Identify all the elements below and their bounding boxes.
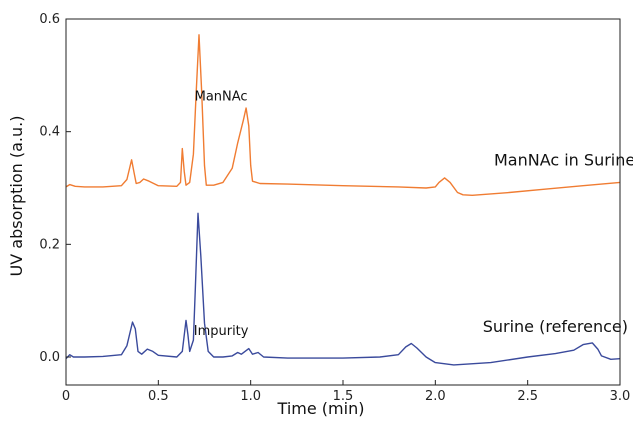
- x-tick-label: 3.0: [610, 389, 631, 404]
- series-layer: [65, 34, 621, 366]
- annotation-label: Impurity: [194, 324, 249, 339]
- x-tick-label: 0: [62, 389, 70, 404]
- annotation-label: ManNAc: [195, 90, 248, 105]
- annotation-layer: ManNAc ManNAc in Surine Impurity Surine (re…: [194, 90, 633, 339]
- x-tick-label: 2.0: [425, 389, 446, 404]
- series-line-0: [65, 34, 621, 196]
- x-tick-label: 0.5: [148, 389, 169, 404]
- x-tick-label: 1.0: [240, 389, 261, 404]
- ticks-layer: 0 0.5 1.0 1.5 2.0 2.5 3.0 0.0 0.2 0.4 0.6: [39, 12, 630, 404]
- y-tick-label: 0.6: [39, 12, 60, 27]
- annotation-label: Surine (reference): [483, 317, 628, 336]
- annotation-label: ManNAc in Surine: [494, 150, 633, 169]
- y-tick-label: 0.2: [39, 237, 60, 252]
- y-axis-title: UV absorption (a.u.): [7, 116, 26, 277]
- x-tick-label: 1.5: [333, 389, 354, 404]
- y-tick-label: 0.4: [39, 125, 60, 140]
- y-tick-label: 0.0: [39, 350, 60, 365]
- series-line-1: [65, 212, 621, 366]
- x-tick-label: 2.5: [517, 389, 538, 404]
- x-axis-title: Time (min): [277, 399, 365, 418]
